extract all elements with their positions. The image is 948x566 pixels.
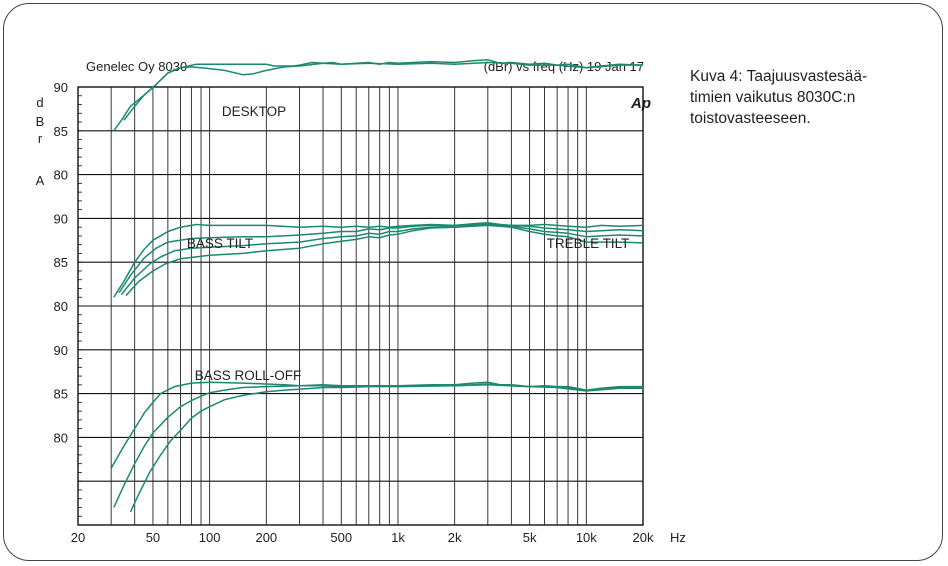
panel-label: BASS TILT <box>187 236 253 251</box>
y-tick-label: 85 <box>54 387 68 402</box>
ap-logo: Ap <box>630 95 651 112</box>
response-curve <box>113 383 643 508</box>
y-tick-label: 90 <box>54 211 68 226</box>
x-tick-label: 10k <box>576 530 597 545</box>
x-tick-label: 1k <box>391 530 405 545</box>
response-curve <box>125 224 644 297</box>
response-curve <box>120 223 644 296</box>
x-tick-label: 20 <box>71 530 85 545</box>
response-curve <box>129 384 643 513</box>
y-axis-unit-label: r <box>38 131 43 146</box>
chart-header-left: Genelec Oy 8030 <box>86 59 187 74</box>
x-tick-label: 2k <box>448 530 462 545</box>
x-tick-label: 5k <box>523 530 537 545</box>
response-curve <box>123 61 643 121</box>
y-tick-label: 90 <box>54 80 68 95</box>
y-tick-label: 80 <box>54 168 68 183</box>
response-curve <box>118 222 644 294</box>
panel-label: BASS ROLL-OFF <box>195 368 302 383</box>
panel-label-right: TREBLE TILT <box>547 236 630 251</box>
y-axis-unit-label: A <box>36 173 45 188</box>
y-tick-label: 80 <box>54 430 68 445</box>
x-axis-unit-label: Hz <box>670 530 686 545</box>
y-tick-label: 85 <box>54 255 68 270</box>
panel-label: DESKTOP <box>222 104 286 119</box>
y-axis-unit-label: B <box>36 114 45 129</box>
response-curve <box>113 222 644 298</box>
y-tick-label: 80 <box>54 299 68 314</box>
x-tick-label: 50 <box>146 530 160 545</box>
y-tick-label: 85 <box>54 124 68 139</box>
x-tick-label: 500 <box>330 530 352 545</box>
x-tick-label: 20k <box>633 530 654 545</box>
chart-header-right: (dBr) vs freq (Hz) 19 Jan 17 <box>484 59 644 74</box>
y-axis-unit-label: d <box>36 95 43 110</box>
figure-caption: Kuva 4: Taajuusvastesää- timien vaikutus… <box>690 68 868 127</box>
figure-frame <box>3 3 943 561</box>
x-tick-label: 200 <box>255 530 277 545</box>
y-tick-label: 90 <box>54 343 68 358</box>
x-tick-label: 100 <box>199 530 221 545</box>
